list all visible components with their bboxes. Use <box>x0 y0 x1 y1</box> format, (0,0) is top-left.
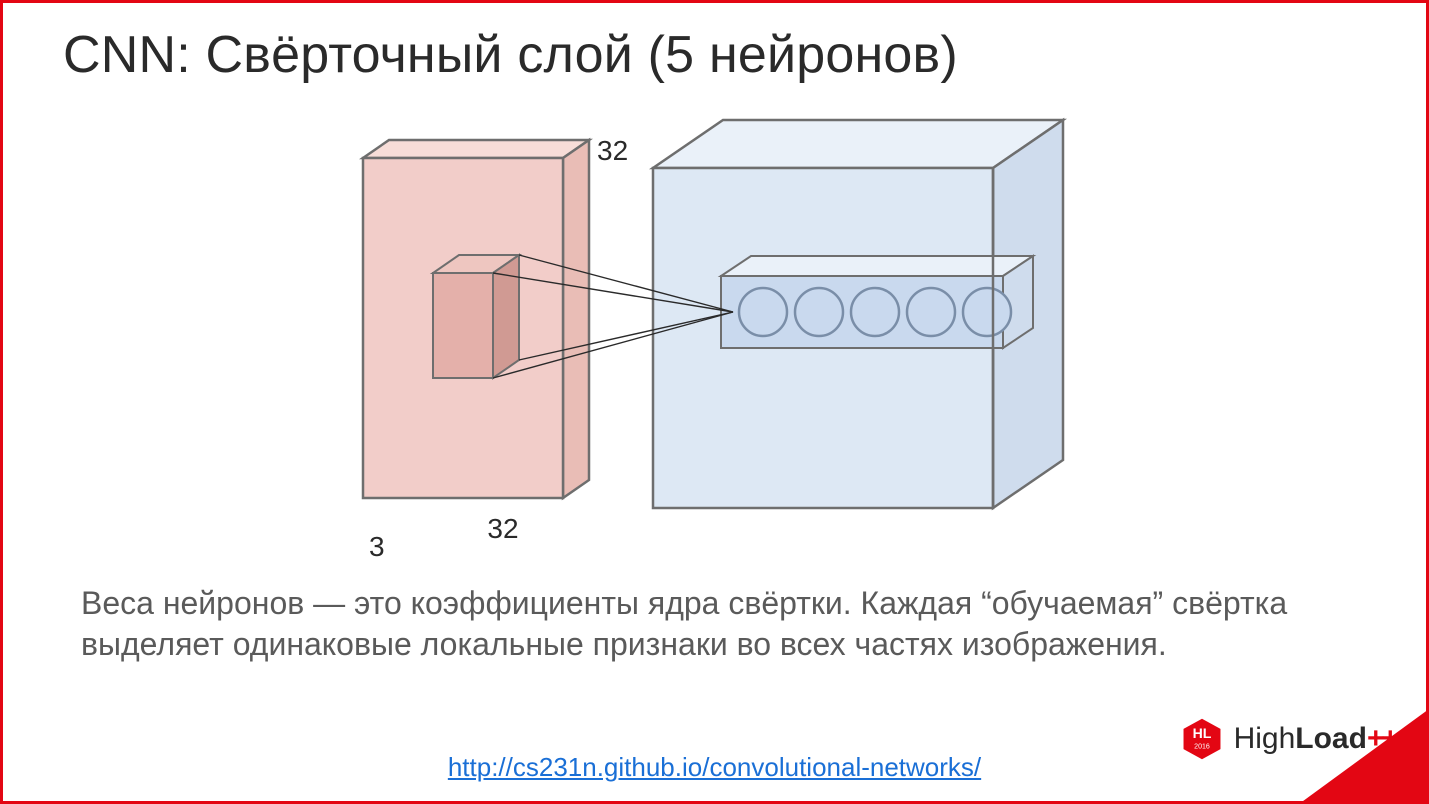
cnn-diagram: 32 32 3 <box>323 98 1083 568</box>
badge-bottom: 2016 <box>1194 744 1210 751</box>
corner-accent <box>1299 709 1429 804</box>
diagram-svg: 32 32 3 <box>323 98 1083 568</box>
label-width: 32 <box>487 513 518 544</box>
label-depth: 3 <box>369 531 385 562</box>
brand-hex-icon: HL 2016 <box>1180 717 1224 761</box>
body-text: Веса нейронов — это коэффициенты ядра св… <box>81 583 1336 665</box>
brand-high: High <box>1234 722 1296 755</box>
slide-title: CNN: Свёрточный слой (5 нейронов) <box>63 25 958 85</box>
slide-frame: CNN: Свёрточный слой (5 нейронов) 32323 … <box>0 0 1429 804</box>
badge-top: HL <box>1192 725 1211 741</box>
label-height: 32 <box>597 135 628 166</box>
source-link[interactable]: http://cs231n.github.io/convolutional-ne… <box>448 752 981 782</box>
